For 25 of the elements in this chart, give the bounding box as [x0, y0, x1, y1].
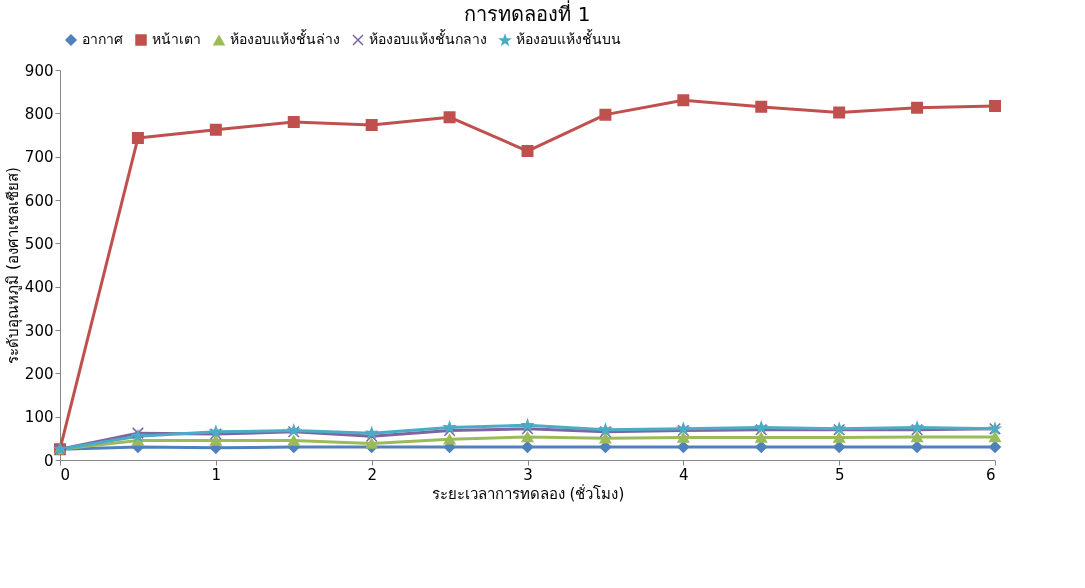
y-tick-label: 600 — [24, 191, 54, 210]
legend-label: ห้องอบแห้งชั้นบน — [516, 29, 621, 48]
legend-label: ห้องอบแห้งชั้นกลาง — [369, 29, 487, 47]
y-tick-label: 200 — [24, 364, 54, 383]
legend-label: หน้าเตา — [152, 31, 201, 47]
x-tick-label: 1 — [211, 465, 222, 484]
x-tick-label: 5 — [834, 465, 845, 484]
y-tick-label: 400 — [24, 278, 54, 297]
legend-label: อากาศ — [82, 31, 123, 47]
y-tick-label: 300 — [24, 321, 54, 340]
y-tick-label: 800 — [24, 104, 54, 123]
legend-label: ห้องอบแห้งชั้นล่าง — [230, 29, 340, 48]
x-tick-label: 6 — [985, 465, 996, 484]
x-tick-label: 4 — [679, 465, 689, 484]
chart-title: การทดลองที่ 1 — [464, 0, 591, 26]
y-tick-label: 100 — [24, 408, 54, 427]
y-tick-label: 0 — [43, 451, 54, 470]
y-tick-label: 500 — [24, 234, 54, 253]
y-tick-label: 700 — [24, 148, 54, 167]
x-tick-label: 2 — [367, 465, 377, 484]
x-tick-label: 0 — [60, 465, 71, 484]
x-axis-title: ระยะเวลาการทดลอง (ชั่วโมง) — [431, 482, 625, 503]
y-axis-title: ระดับอุณหภูมิ (องศาเซลเซียส) — [3, 167, 23, 364]
x-tick-label: 3 — [523, 465, 533, 484]
y-tick-label: 900 — [24, 61, 54, 80]
